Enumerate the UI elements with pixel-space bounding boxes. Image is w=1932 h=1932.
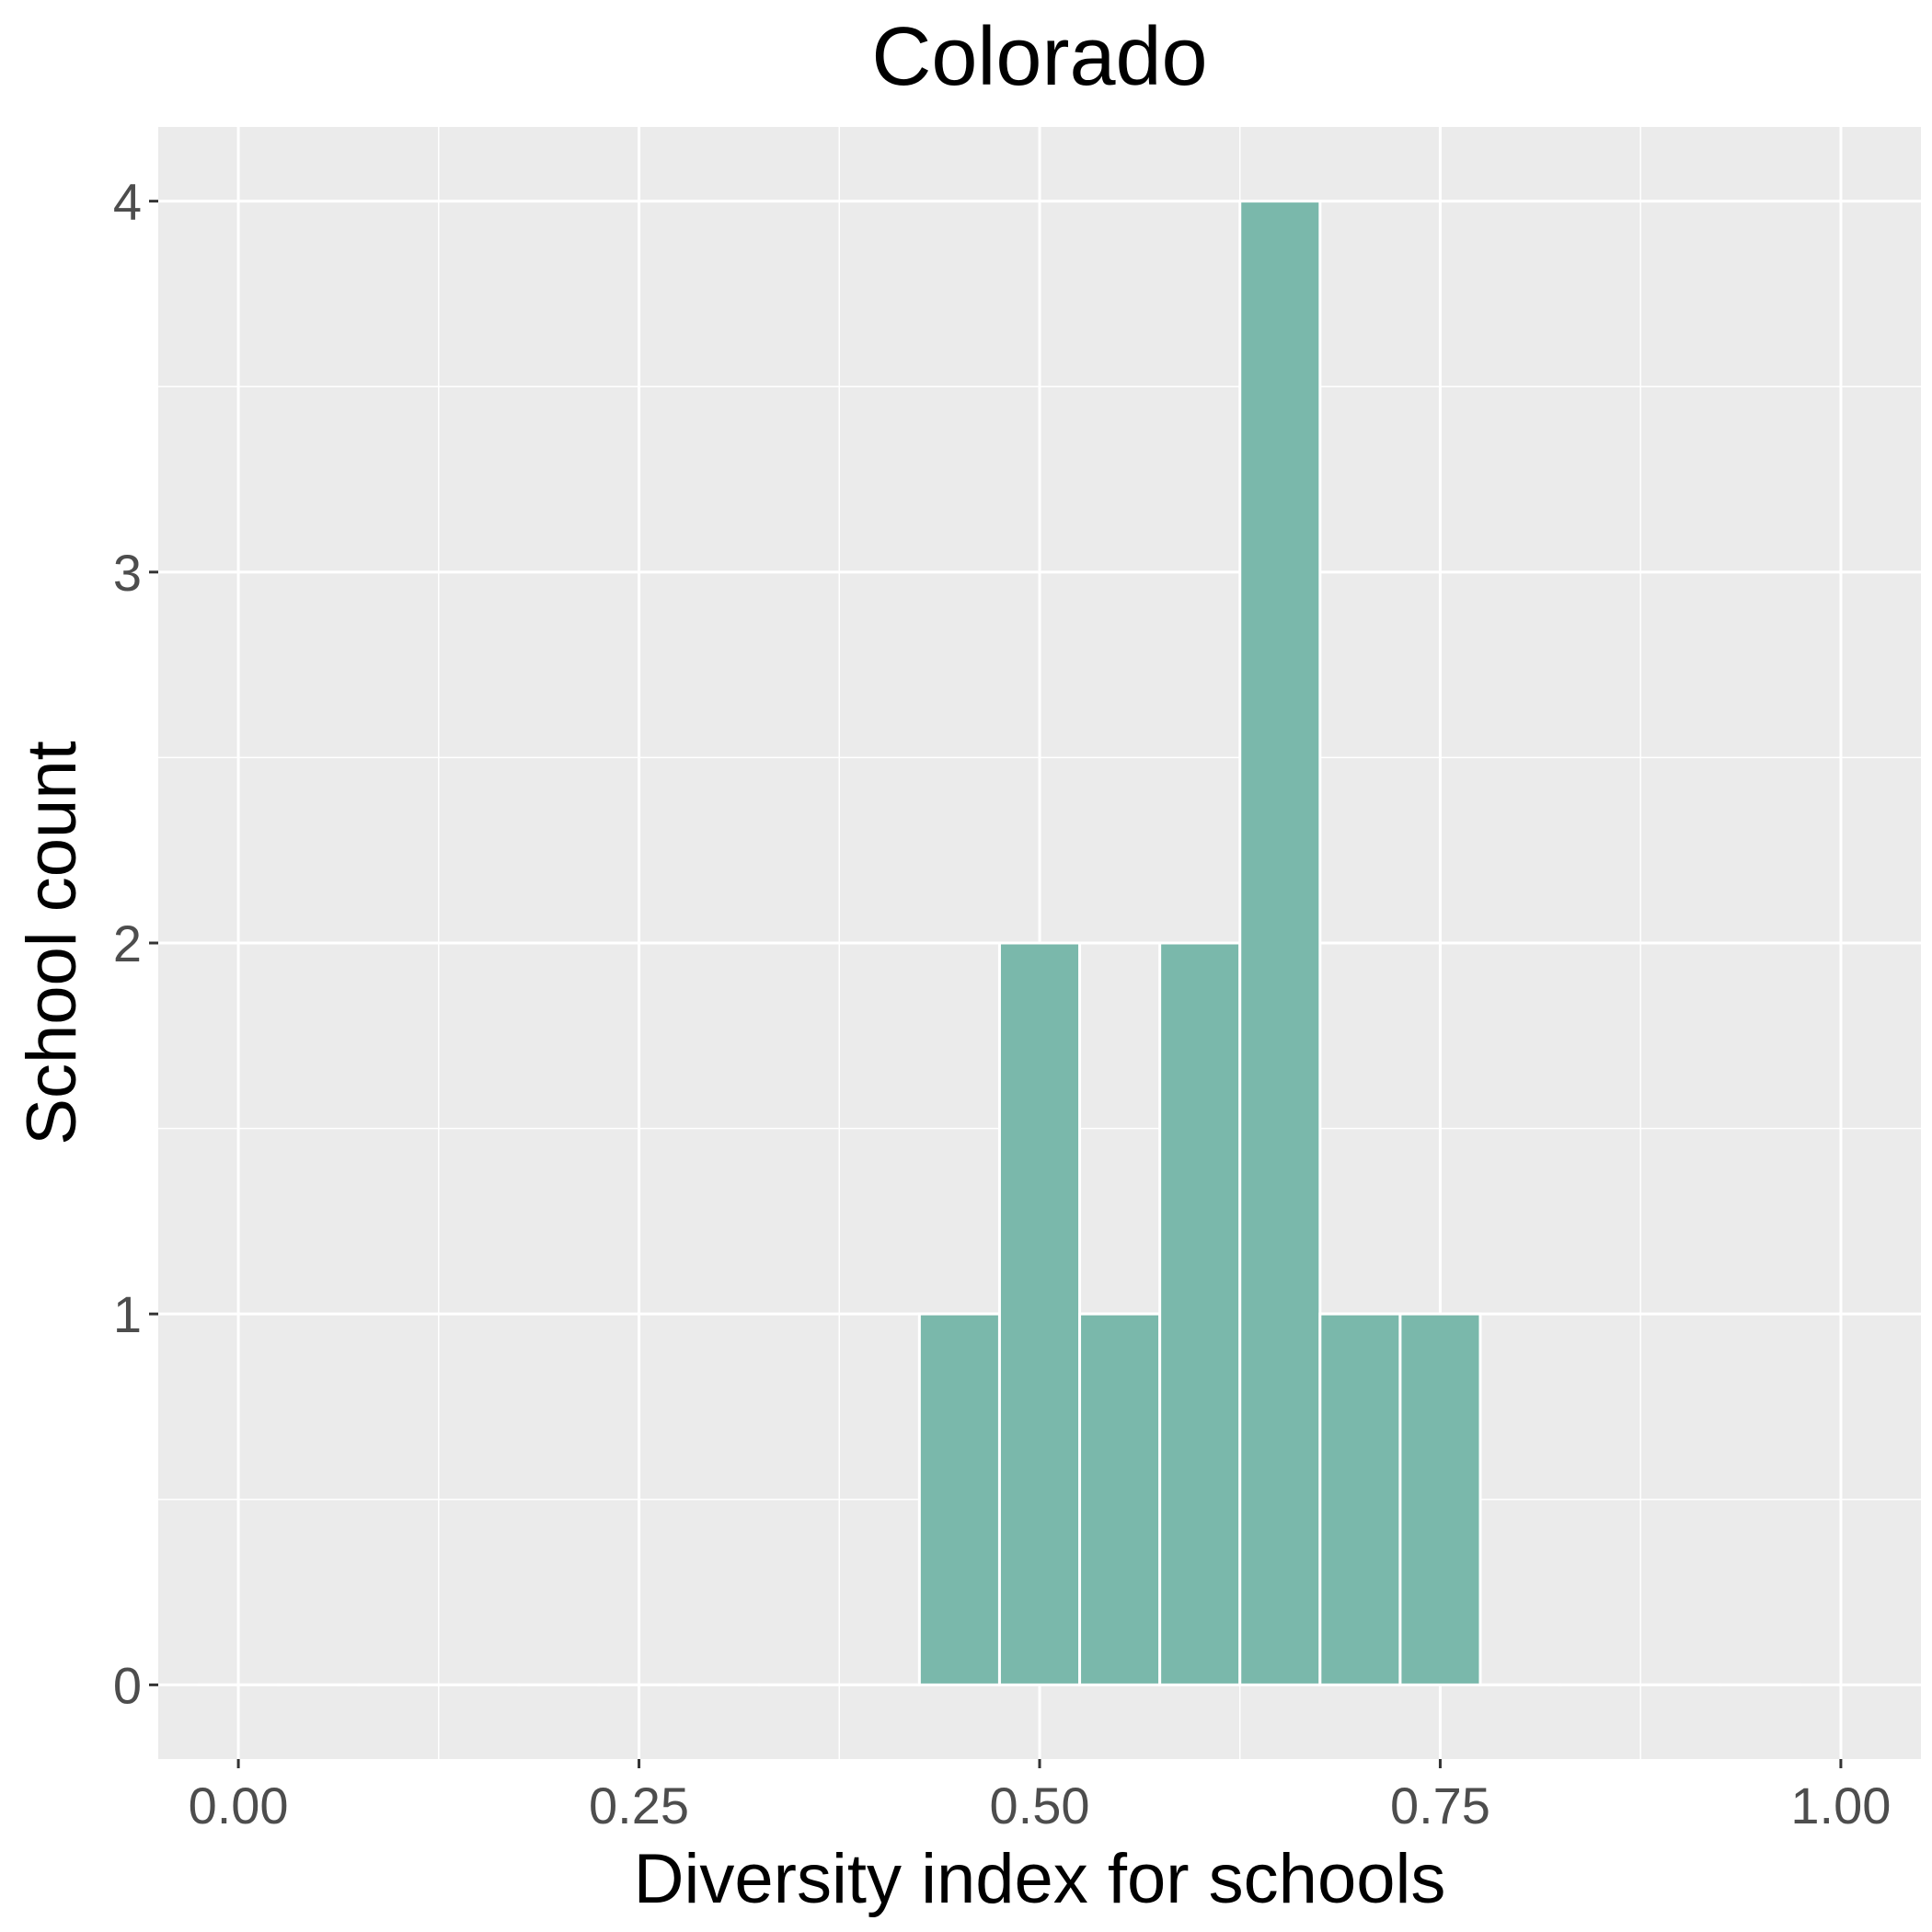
histogram-bar bbox=[997, 941, 1082, 1686]
y-tick-label: 0 bbox=[113, 1656, 142, 1714]
y-tick-label: 2 bbox=[113, 914, 142, 972]
x-tick-label: 0.00 bbox=[189, 1777, 289, 1834]
x-tick-label: 1.00 bbox=[1790, 1777, 1891, 1834]
y-axis-title: School count bbox=[13, 741, 91, 1144]
chart-title: Colorado bbox=[871, 11, 1207, 103]
y-tick-label: 3 bbox=[113, 544, 142, 602]
x-axis-title: Diversity index for schools bbox=[634, 1840, 1446, 1918]
histogram-bar bbox=[1158, 941, 1242, 1686]
y-tick-label: 4 bbox=[113, 173, 142, 231]
histogram-bar bbox=[1318, 1312, 1402, 1686]
y-tick-label: 1 bbox=[113, 1285, 142, 1343]
histogram-bar bbox=[917, 1312, 1001, 1686]
x-tick-label: 0.25 bbox=[589, 1777, 689, 1834]
x-tick-label: 0.50 bbox=[990, 1777, 1090, 1834]
x-tick-label: 0.75 bbox=[1390, 1777, 1490, 1834]
histogram-bar bbox=[1398, 1312, 1482, 1686]
histogram-bar bbox=[1238, 200, 1322, 1686]
histogram-bars bbox=[197, 200, 1802, 1686]
axis-ticks: 0 1 2 3 4 0.00 0.25 0.50 0.75 1.00 bbox=[113, 173, 1892, 1834]
histogram-bar bbox=[1078, 1312, 1162, 1686]
